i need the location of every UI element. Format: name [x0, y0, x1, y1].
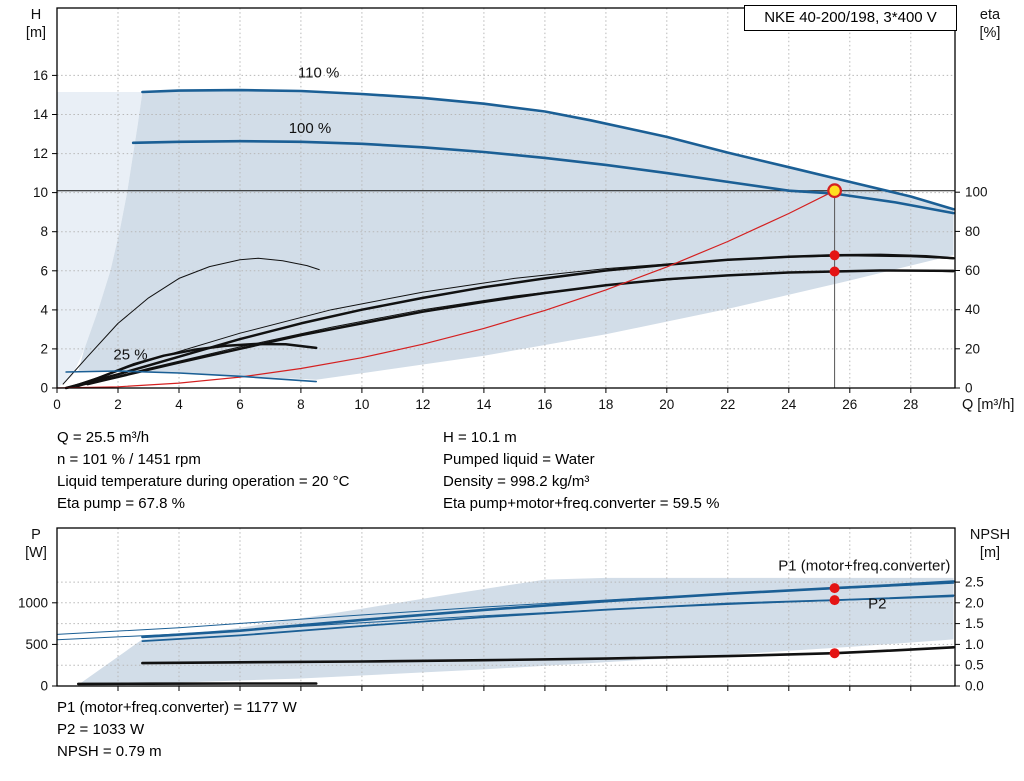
info-line-eta-pump: Eta pump = 67.8 % [57, 495, 185, 512]
left-tick-label: 16 [33, 68, 48, 83]
left-tick-label: 500 [25, 637, 48, 652]
npsh-curve [141, 646, 955, 665]
left-axis-title: H [31, 7, 41, 23]
right-tick-label: 60 [965, 263, 980, 278]
eta-total-point [829, 266, 840, 277]
left-axis-title: [W] [25, 545, 47, 561]
left-tick-label: 0 [40, 381, 48, 396]
info-line-q: Q = 25.5 m³/h [57, 429, 150, 446]
curve-label: P1 (motor+freq.converter) [778, 557, 950, 574]
speed-110-curve [141, 88, 955, 211]
plot-frame [56, 7, 956, 389]
x-tick-label: 0 [53, 397, 61, 412]
right-tick-label: 80 [965, 224, 980, 239]
eta-pump-25-curve [62, 257, 320, 385]
right-axis-title: eta [980, 7, 1001, 23]
result-data-block: P1 (motor+freq.converter) = 1177 W P2 = … [57, 697, 297, 763]
x-tick-label: 26 [842, 397, 857, 412]
eta-pump-point [829, 250, 840, 261]
info-line-speed: n = 101 % / 1451 rpm [57, 451, 201, 468]
right-axis-title: NPSH [970, 527, 1010, 543]
operating-data-block: Q = 25.5 m³/h n = 101 % / 1451 rpm Liqui… [57, 427, 719, 512]
x-tick-label: 20 [659, 397, 674, 412]
info-line-eta-total: Eta pump+motor+freq.converter = 59.5 % [443, 495, 720, 512]
x-tick-label: 22 [720, 397, 735, 412]
system-curve [56, 190, 836, 389]
left-tick-label: 12 [33, 146, 48, 161]
right-tick-label: 1.0 [965, 637, 984, 652]
p2-point [829, 595, 840, 606]
info-line-liquid: Pumped liquid = Water [443, 451, 595, 468]
info-line-head: H = 10.1 m [443, 429, 517, 446]
eta-total-curve [86, 269, 955, 386]
x-tick-label: 12 [415, 397, 430, 412]
right-tick-label: 1.5 [965, 616, 984, 631]
eta-pump-curve [64, 253, 955, 390]
curve-label: P2 [868, 596, 886, 613]
duty-point [827, 183, 842, 199]
info-line-npsh: NPSH = 0.79 m [57, 743, 162, 760]
right-tick-label: 100 [965, 185, 988, 200]
operating-data-right-column: H = 10.1 m Pumped liquid = Water Density… [443, 427, 719, 512]
left-tick-label: 8 [40, 224, 48, 239]
x-tick-label: 16 [537, 397, 552, 412]
operating-envelope [78, 90, 954, 380]
x-tick-label: 6 [236, 397, 244, 412]
left-tick-label: 6 [40, 263, 48, 278]
left-tick-label: 1000 [18, 595, 48, 610]
x-tick-label: 18 [598, 397, 613, 412]
x-tick-label: 8 [297, 397, 305, 412]
speed-100-curve [131, 139, 955, 215]
right-axis-title: [%] [980, 25, 1001, 41]
left-tick-label: 10 [33, 185, 48, 200]
curve-label: 100 % [289, 120, 332, 137]
info-line-p2: P2 = 1033 W [57, 721, 145, 738]
curve-label: 25 % [113, 347, 147, 364]
pump-title-box: NKE 40-200/198, 3*400 V [744, 5, 957, 31]
info-line-p1: P1 (motor+freq.converter) = 1177 W [57, 699, 297, 716]
right-axis-title: [m] [980, 545, 1000, 561]
curve-label: 110 % [298, 64, 339, 81]
left-tick-label: 14 [33, 107, 49, 122]
left-tick-label: 2 [40, 341, 48, 356]
right-tick-label: 0.5 [965, 658, 984, 673]
left-tick-label: 4 [40, 302, 48, 317]
x-axis-title: Q [m³/h] [962, 397, 1014, 413]
info-line-temperature: Liquid temperature during operation = 20… [57, 473, 350, 490]
x-tick-label: 28 [903, 397, 918, 412]
p1-point [829, 583, 840, 594]
x-tick-label: 2 [114, 397, 122, 412]
x-tick-label: 10 [354, 397, 369, 412]
p1-curve [141, 580, 955, 639]
plot-frame [56, 527, 956, 687]
info-line-density: Density = 998.2 kg/m³ [443, 473, 590, 490]
left-axis-title: [m] [26, 25, 46, 41]
x-tick-label: 4 [175, 397, 183, 412]
right-tick-label: 2.0 [965, 595, 984, 610]
p2-curve [141, 594, 955, 642]
right-tick-label: 20 [965, 341, 980, 356]
operating-data-left-column: Q = 25.5 m³/h n = 101 % / 1451 rpm Liqui… [57, 427, 443, 512]
right-tick-label: 2.5 [965, 575, 984, 590]
x-tick-label: 24 [781, 397, 797, 412]
npsh-point [829, 648, 840, 659]
right-tick-label: 40 [965, 302, 980, 317]
right-tick-label: 0 [965, 381, 973, 396]
x-tick-label: 14 [476, 397, 492, 412]
right-tick-label: 0.0 [965, 679, 984, 694]
power-npsh-chart: 0 500 1000 0.0 0.5 1.0 1.5 2.0 2.5 P1 (motor+freq… [18, 527, 1010, 694]
left-axis-title: P [31, 527, 41, 543]
left-tick-label: 0 [40, 679, 48, 694]
envelope-light-region [57, 92, 143, 388]
speed-25-curve [65, 370, 318, 383]
